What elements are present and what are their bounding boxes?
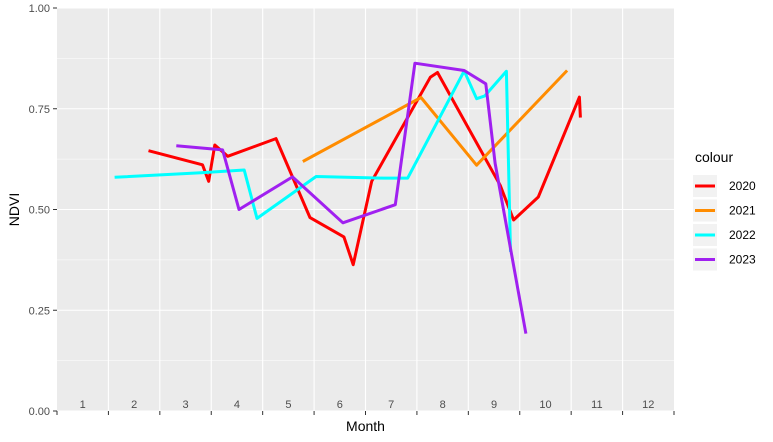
y-tick-label: 0.00 bbox=[29, 406, 50, 418]
y-tick-label: 1.00 bbox=[29, 3, 50, 15]
x-axis-title: Month bbox=[346, 418, 385, 434]
x-axis: 1 2 3 4 5 6 7 8 9 10 11 12 bbox=[56, 399, 675, 415]
y-tick-label: 0.50 bbox=[29, 205, 50, 217]
x-tick-label: 12 bbox=[642, 399, 654, 411]
x-tick-label: 10 bbox=[539, 399, 551, 411]
y-tick-label: 0.75 bbox=[29, 104, 50, 116]
legend-label-2023: 2023 bbox=[729, 253, 756, 267]
x-tick-label: 7 bbox=[388, 399, 394, 411]
y-tick-label: 0.25 bbox=[29, 305, 50, 317]
series-line-2021 bbox=[302, 69, 569, 167]
legend: colour 2020 2021 2022 2023 bbox=[693, 149, 756, 271]
legend-label-2021: 2021 bbox=[729, 204, 756, 218]
x-tick-label: 8 bbox=[440, 399, 446, 411]
x-tick-label: 3 bbox=[182, 399, 188, 411]
y-axis-title: NDVI bbox=[6, 193, 22, 226]
x-tick-label: 2 bbox=[131, 399, 137, 411]
x-tick-label: 6 bbox=[337, 399, 343, 411]
y-axis: 0.00 0.25 0.50 0.75 1.00 bbox=[29, 3, 57, 418]
x-tick-label: 11 bbox=[591, 399, 602, 411]
x-tick-label: 9 bbox=[491, 399, 497, 411]
series-line-2023 bbox=[176, 61, 528, 334]
series-line-2022 bbox=[114, 69, 512, 252]
x-tick-label: 4 bbox=[234, 399, 240, 411]
series-lines bbox=[114, 61, 582, 334]
x-tick-label: 1 bbox=[80, 399, 86, 411]
legend-label-2020: 2020 bbox=[729, 179, 756, 193]
legend-label-2022: 2022 bbox=[729, 228, 756, 242]
x-tick-label: 5 bbox=[285, 399, 291, 411]
legend-title: colour bbox=[695, 149, 733, 165]
series-line-2020 bbox=[148, 71, 582, 267]
